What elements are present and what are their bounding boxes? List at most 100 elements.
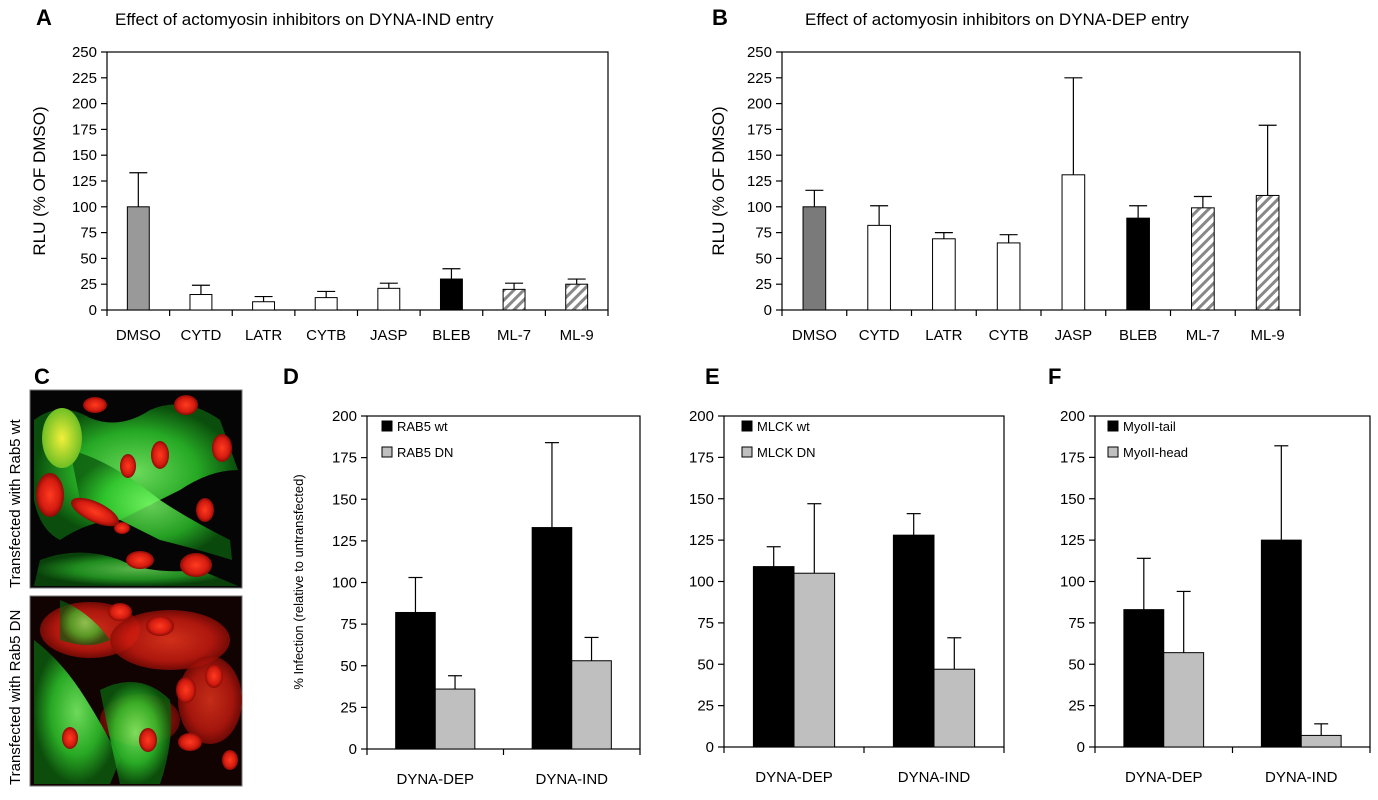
legend-label: MyoII-tail	[1123, 419, 1176, 434]
bar	[802, 206, 827, 311]
y-tick-label: 25	[340, 699, 357, 716]
y-tick-label: 50	[80, 250, 97, 267]
chart-e: E 0 25 50 75 100 125 150 175 200 DYNA-DEP DYNA-IND M…	[689, 364, 1005, 786]
bar	[565, 283, 589, 311]
y-tick-label: 200	[747, 96, 772, 113]
y-tick-label: 175	[689, 449, 714, 466]
legend-swatch	[381, 446, 393, 458]
bar	[867, 224, 891, 311]
bar	[439, 278, 463, 311]
bar	[1191, 207, 1215, 311]
bar	[571, 660, 612, 750]
legend-swatch	[1107, 420, 1119, 432]
x-tick-label: DYNA-DEP	[396, 771, 474, 788]
bar	[1123, 609, 1165, 748]
x-tick-label: DYNA-DEP	[1125, 769, 1203, 786]
y-tick-label: 225	[747, 70, 772, 87]
y-tick-label: 100	[747, 199, 772, 216]
x-tick-label: BLEB	[432, 327, 470, 344]
bar	[189, 294, 213, 311]
bar	[1300, 734, 1342, 748]
bar	[932, 238, 956, 311]
y-tick-label: 25	[80, 276, 97, 293]
x-tick-label: BLEB	[1119, 327, 1157, 344]
legend-swatch	[1107, 446, 1119, 458]
bar	[996, 242, 1021, 311]
y-tick-label: 150	[1060, 491, 1085, 508]
legend-swatch	[741, 446, 753, 458]
x-tick-label: ML-9	[560, 327, 594, 344]
y-tick-label: 175	[1060, 449, 1085, 466]
chart-d: D % Infection (relative to untransfected)…	[283, 364, 641, 788]
bar	[502, 288, 526, 311]
y-tick-label: 100	[332, 575, 357, 592]
y-tick-label: 75	[1068, 615, 1085, 632]
y-tick-label: 100	[1060, 574, 1085, 591]
x-tick-label: ML-7	[1186, 327, 1220, 344]
y-axis-title: RLU (% OF DMSO)	[30, 106, 49, 255]
plot-frame	[781, 51, 1301, 311]
x-tick-label: DYNA-IND	[535, 771, 608, 788]
chart-title: Effect of actomyosin inhibitors on DYNA-…	[115, 10, 494, 29]
y-tick-label: 100	[689, 574, 714, 591]
x-tick-label: ML-7	[497, 327, 531, 344]
bar	[314, 297, 338, 311]
legend-swatch	[381, 420, 393, 432]
x-tick-label: CYTD	[859, 327, 900, 344]
micrograph-label-wt: Transfected with Rab5 wt	[7, 418, 24, 588]
legend-swatch	[741, 420, 753, 432]
panel-letter-a: A	[36, 5, 52, 30]
bar	[252, 301, 276, 311]
y-tick-label: 75	[755, 225, 772, 242]
y-tick-label: 125	[689, 532, 714, 549]
chart-b: B Effect of actomyosin inhibitors on DYNA…	[709, 5, 1301, 344]
legend-label: MyoII-head	[1123, 445, 1188, 460]
micrograph-label-dn: Transfected with Rab5 DN	[7, 610, 24, 785]
bar	[1126, 217, 1150, 311]
y-tick-label: 0	[349, 741, 357, 758]
y-tick-label: 225	[72, 70, 97, 87]
y-tick-label: 125	[72, 173, 97, 190]
plot-frame	[106, 51, 609, 311]
y-tick-label: 150	[72, 147, 97, 164]
y-tick-label: 50	[1068, 656, 1085, 673]
y-axis-title: RLU (% OF DMSO)	[709, 106, 728, 255]
y-tick-label: 0	[764, 302, 772, 319]
bar	[1255, 194, 1280, 311]
x-tick-label: ML-9	[1251, 327, 1285, 344]
y-tick-label: 100	[72, 199, 97, 216]
legend-label: MLCK wt	[757, 419, 810, 434]
bar	[395, 611, 436, 750]
bar	[126, 206, 150, 311]
y-tick-label: 200	[72, 96, 97, 113]
y-tick-label: 125	[1060, 532, 1085, 549]
x-tick-label: CYTB	[989, 327, 1029, 344]
y-tick-label: 200	[689, 408, 714, 425]
y-tick-label: 75	[80, 225, 97, 242]
panel-letter-d: D	[283, 364, 299, 389]
y-tick-label: 0	[89, 302, 97, 319]
y-tick-label: 50	[755, 250, 772, 267]
chart-title: Effect of actomyosin inhibitors on DYNA-…	[805, 10, 1189, 29]
y-tick-label: 0	[1077, 739, 1085, 756]
bar	[434, 688, 476, 750]
panel-letter-c: C	[34, 364, 50, 389]
y-tick-label: 0	[706, 739, 714, 756]
panel-letter-f: F	[1048, 364, 1061, 389]
y-tick-label: 250	[747, 44, 772, 61]
x-tick-label: DMSO	[116, 327, 161, 344]
y-tick-label: 50	[340, 658, 357, 675]
y-tick-label: 250	[72, 44, 97, 61]
y-tick-label: 50	[697, 656, 714, 673]
panel-letter-e: E	[705, 364, 720, 389]
y-tick-label: 125	[332, 533, 357, 550]
x-tick-label: JASP	[1055, 327, 1093, 344]
x-tick-label: CYTD	[181, 327, 222, 344]
bar	[752, 566, 795, 748]
x-tick-label: CYTB	[306, 327, 346, 344]
y-tick-label: 75	[340, 616, 357, 633]
y-tick-label: 200	[332, 408, 357, 425]
y-tick-label: 175	[332, 450, 357, 467]
micrograph-rab5-wt	[29, 389, 243, 589]
